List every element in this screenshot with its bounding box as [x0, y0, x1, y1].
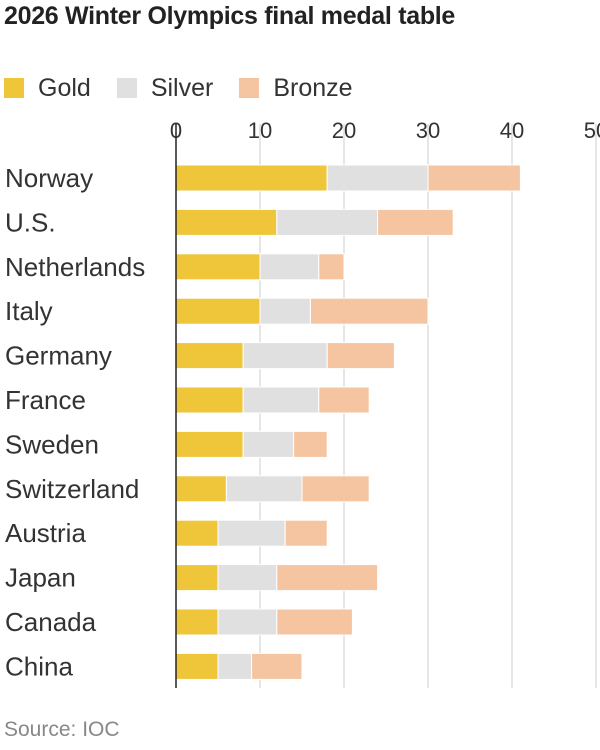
bar-bronze — [251, 652, 303, 680]
bar-silver — [276, 208, 379, 236]
bar-bronze — [293, 430, 328, 458]
category-label: Austria — [5, 518, 86, 548]
legend: Gold Silver Bronze — [4, 70, 379, 106]
bar-gold — [175, 208, 278, 236]
bar-gold — [175, 652, 219, 680]
bar-silver — [242, 342, 328, 370]
legend-swatch-silver — [116, 78, 137, 98]
bar-silver — [225, 475, 303, 503]
category-label: Norway — [5, 163, 93, 193]
x-tick-label: 50 — [584, 118, 600, 143]
bar-gold — [175, 297, 261, 325]
legend-item-gold: Gold — [4, 74, 91, 103]
medal-chart: 01020304050NorwayU.S.NetherlandsItalyGer… — [5, 118, 600, 688]
category-label: Sweden — [5, 429, 99, 459]
category-label: Germany — [5, 341, 112, 371]
legend-swatch-gold — [4, 78, 24, 98]
legend-item-silver: Silver — [116, 73, 214, 103]
category-label: China — [5, 651, 73, 681]
bar-gold — [175, 475, 227, 503]
category-label: France — [5, 385, 86, 415]
bar-bronze — [309, 297, 429, 325]
bar-silver — [259, 253, 320, 281]
legend-swatch-bronze — [239, 78, 260, 98]
bar-silver — [242, 430, 295, 458]
category-label: Italy — [5, 296, 53, 326]
bar-silver — [217, 608, 278, 636]
bar-bronze — [301, 475, 370, 503]
category-label: Canada — [5, 607, 97, 637]
bar-gold — [175, 164, 328, 192]
bar-gold — [175, 342, 244, 370]
bar-bronze — [276, 608, 353, 636]
chart-title: 2026 Winter Olympics final medal table — [4, 2, 456, 30]
x-tick-label: 20 — [332, 118, 356, 143]
bar-silver — [326, 164, 429, 192]
bar-bronze — [326, 342, 395, 370]
category-label: Japan — [5, 563, 76, 593]
bar-gold — [175, 386, 244, 414]
bar-bronze — [318, 386, 370, 414]
bar-bronze — [427, 164, 521, 192]
bar-silver — [217, 564, 278, 592]
bar-silver — [217, 652, 253, 680]
bar-silver — [242, 386, 320, 414]
bar-bronze — [377, 208, 454, 236]
bar-gold — [175, 253, 261, 281]
category-label: U.S. — [5, 207, 56, 237]
legend-item-bronze: Bronze — [239, 73, 353, 103]
legend-label-bronze: Bronze — [273, 73, 353, 102]
bar-bronze — [276, 564, 379, 592]
source-note: Source: IOC — [4, 718, 120, 741]
bar-gold — [175, 430, 244, 458]
x-tick-label: 10 — [248, 118, 272, 143]
bar-silver — [259, 297, 311, 325]
bar-bronze — [318, 253, 345, 281]
category-label: Netherlands — [5, 252, 145, 282]
bar-gold — [175, 608, 219, 636]
x-tick-label: 40 — [500, 118, 524, 143]
bar-bronze — [284, 519, 328, 547]
bar-gold — [175, 564, 219, 592]
category-label: Switzerland — [5, 474, 139, 504]
bar-silver — [217, 519, 286, 547]
legend-label-gold: Gold — [38, 73, 91, 102]
legend-label-silver: Silver — [150, 73, 214, 102]
x-tick-label: 30 — [416, 118, 440, 143]
bar-gold — [175, 519, 219, 547]
